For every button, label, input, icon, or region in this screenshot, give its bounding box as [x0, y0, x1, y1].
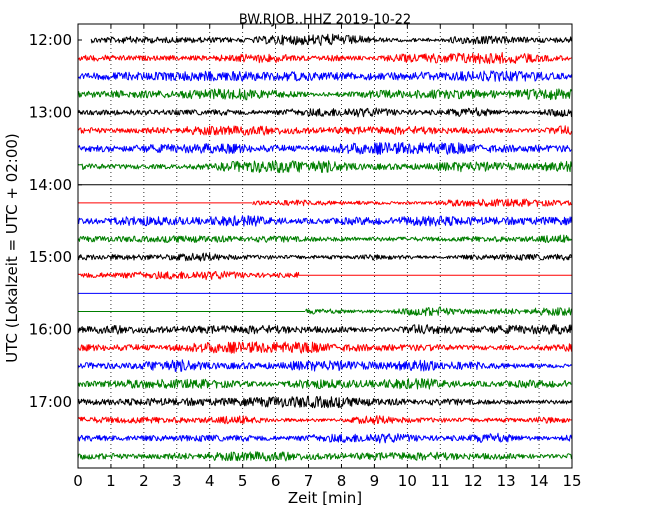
x-tick-label: 2 [139, 472, 149, 490]
seismogram-traces [77, 33, 573, 462]
trace-1715 [77, 415, 572, 425]
trace-1215 [77, 52, 572, 65]
y-tick-label: 14:00 [29, 176, 72, 194]
x-tick-label: 10 [398, 472, 417, 490]
y-tick-label: 12:00 [29, 31, 72, 49]
trace-1315 [77, 125, 572, 136]
x-tick-label: 12 [464, 472, 483, 490]
trace-1200 [90, 33, 572, 46]
trace-1745 [77, 451, 572, 462]
trace-1415 [78, 198, 573, 208]
trace-1545 [78, 306, 573, 317]
x-tick-label: 1 [106, 472, 116, 490]
y-tick-label: 16:00 [29, 321, 72, 339]
trace-1230 [77, 70, 572, 82]
trace-1345 [77, 160, 572, 174]
x-tick-label: 15 [562, 472, 581, 490]
y-axis-label: UTC (Lokalzeit = UTC + 02:00) [3, 133, 21, 363]
x-axis: 0 1 2 3 4 5 6 7 8 9 10 11 12 13 14 15 [73, 24, 582, 490]
x-tick-label: 14 [530, 472, 549, 490]
trace-1630 [77, 359, 572, 372]
trace-1500 [77, 252, 572, 262]
trace-1645 [77, 378, 572, 390]
x-tick-label: 0 [73, 472, 83, 490]
trace-1615 [77, 341, 572, 354]
chart-title: BW.RJOB..HHZ 2019-10-22 [239, 13, 411, 28]
trace-1445 [77, 234, 572, 243]
trace-1600 [77, 324, 572, 335]
x-tick-label: 11 [431, 472, 450, 490]
trace-1245 [77, 88, 572, 101]
x-tick-label: 3 [172, 472, 182, 490]
trace-1730 [77, 432, 572, 444]
y-tick-label: 15:00 [29, 248, 72, 266]
x-axis-label: Zeit [min] [288, 489, 362, 507]
plot-frame [77, 23, 573, 469]
x-tick-label: 6 [271, 472, 281, 490]
x-tick-label: 7 [304, 472, 314, 490]
trace-1700 [77, 395, 572, 409]
trace-1330 [77, 142, 572, 155]
y-tick-label: 13:00 [29, 103, 72, 121]
x-tick-label: 13 [497, 472, 516, 490]
trace-1300 [77, 107, 572, 118]
x-tick-label: 5 [238, 472, 248, 490]
y-tick-label: 17:00 [29, 393, 72, 411]
y-axis: 12:00 13:00 14:00 15:00 16:00 17:00 [29, 31, 572, 411]
trace-1515 [77, 270, 572, 281]
x-tick-label: 9 [370, 472, 380, 490]
x-tick-label: 8 [337, 472, 347, 490]
x-tick-label: 4 [205, 472, 215, 490]
trace-1430 [77, 215, 572, 227]
